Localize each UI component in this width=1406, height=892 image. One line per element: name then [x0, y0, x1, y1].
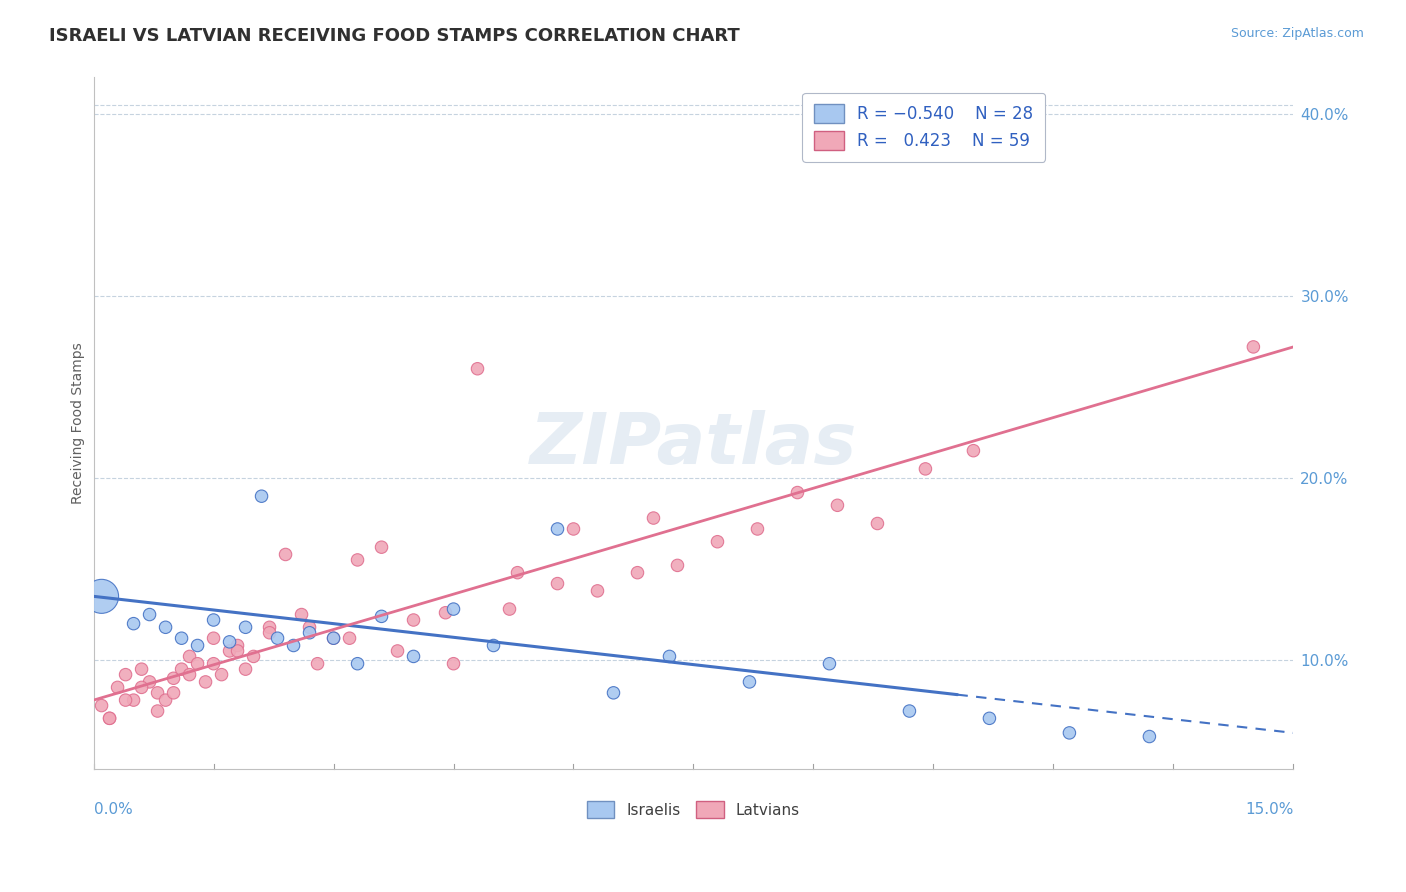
- Point: [235, 662, 257, 676]
- Point: [259, 620, 281, 634]
- Point: [187, 657, 209, 671]
- Point: [194, 674, 217, 689]
- Point: [547, 576, 569, 591]
- Point: [146, 704, 169, 718]
- Point: [643, 511, 665, 525]
- Point: [658, 649, 681, 664]
- Point: [162, 671, 184, 685]
- Point: [914, 462, 936, 476]
- Point: [98, 711, 121, 725]
- Point: [283, 639, 305, 653]
- Point: [818, 657, 841, 671]
- Point: [242, 649, 264, 664]
- Point: [202, 657, 225, 671]
- Point: [250, 489, 273, 503]
- Point: [155, 620, 177, 634]
- Point: [211, 667, 233, 681]
- Point: [866, 516, 889, 531]
- Point: [90, 590, 112, 604]
- Point: [290, 607, 312, 622]
- Point: [107, 681, 129, 695]
- Point: [274, 548, 297, 562]
- Point: [179, 667, 201, 681]
- Point: [114, 667, 136, 681]
- Point: [131, 662, 153, 676]
- Point: [259, 625, 281, 640]
- Point: [307, 657, 329, 671]
- Point: [482, 639, 505, 653]
- Point: [131, 681, 153, 695]
- Y-axis label: Receiving Food Stamps: Receiving Food Stamps: [72, 343, 86, 504]
- Point: [738, 674, 761, 689]
- Point: [434, 606, 457, 620]
- Point: [626, 566, 648, 580]
- Text: 0.0%: 0.0%: [94, 802, 132, 817]
- Point: [266, 631, 288, 645]
- Point: [226, 644, 249, 658]
- Text: Source: ZipAtlas.com: Source: ZipAtlas.com: [1230, 27, 1364, 40]
- Point: [146, 686, 169, 700]
- Point: [90, 698, 112, 713]
- Point: [138, 607, 160, 622]
- Text: ZIPatlas: ZIPatlas: [530, 409, 858, 479]
- Point: [979, 711, 1001, 725]
- Point: [226, 639, 249, 653]
- Point: [402, 613, 425, 627]
- Point: [898, 704, 921, 718]
- Legend: Israelis, Latvians: Israelis, Latvians: [581, 795, 806, 824]
- Point: [827, 498, 849, 512]
- Point: [666, 558, 689, 573]
- Point: [962, 443, 984, 458]
- Point: [786, 485, 808, 500]
- Point: [218, 644, 240, 658]
- Point: [322, 631, 344, 645]
- Point: [122, 616, 145, 631]
- Point: [1059, 726, 1081, 740]
- Point: [170, 662, 193, 676]
- Point: [443, 602, 465, 616]
- Point: [1241, 340, 1264, 354]
- Point: [346, 553, 368, 567]
- Point: [187, 639, 209, 653]
- Point: [155, 693, 177, 707]
- Point: [346, 657, 368, 671]
- Point: [562, 522, 585, 536]
- Point: [387, 644, 409, 658]
- Point: [218, 635, 240, 649]
- Point: [506, 566, 529, 580]
- Point: [298, 620, 321, 634]
- Point: [706, 534, 728, 549]
- Point: [586, 583, 609, 598]
- Point: [402, 649, 425, 664]
- Point: [339, 631, 361, 645]
- Point: [179, 649, 201, 664]
- Point: [747, 522, 769, 536]
- Point: [235, 620, 257, 634]
- Point: [202, 631, 225, 645]
- Point: [122, 693, 145, 707]
- Point: [298, 625, 321, 640]
- Point: [1137, 730, 1160, 744]
- Point: [443, 657, 465, 671]
- Text: ISRAELI VS LATVIAN RECEIVING FOOD STAMPS CORRELATION CHART: ISRAELI VS LATVIAN RECEIVING FOOD STAMPS…: [49, 27, 740, 45]
- Point: [202, 613, 225, 627]
- Point: [370, 540, 392, 554]
- Point: [602, 686, 624, 700]
- Point: [547, 522, 569, 536]
- Point: [322, 631, 344, 645]
- Point: [98, 711, 121, 725]
- Point: [138, 674, 160, 689]
- Point: [467, 361, 489, 376]
- Text: 15.0%: 15.0%: [1244, 802, 1294, 817]
- Point: [114, 693, 136, 707]
- Point: [498, 602, 520, 616]
- Point: [170, 631, 193, 645]
- Point: [162, 686, 184, 700]
- Point: [370, 609, 392, 624]
